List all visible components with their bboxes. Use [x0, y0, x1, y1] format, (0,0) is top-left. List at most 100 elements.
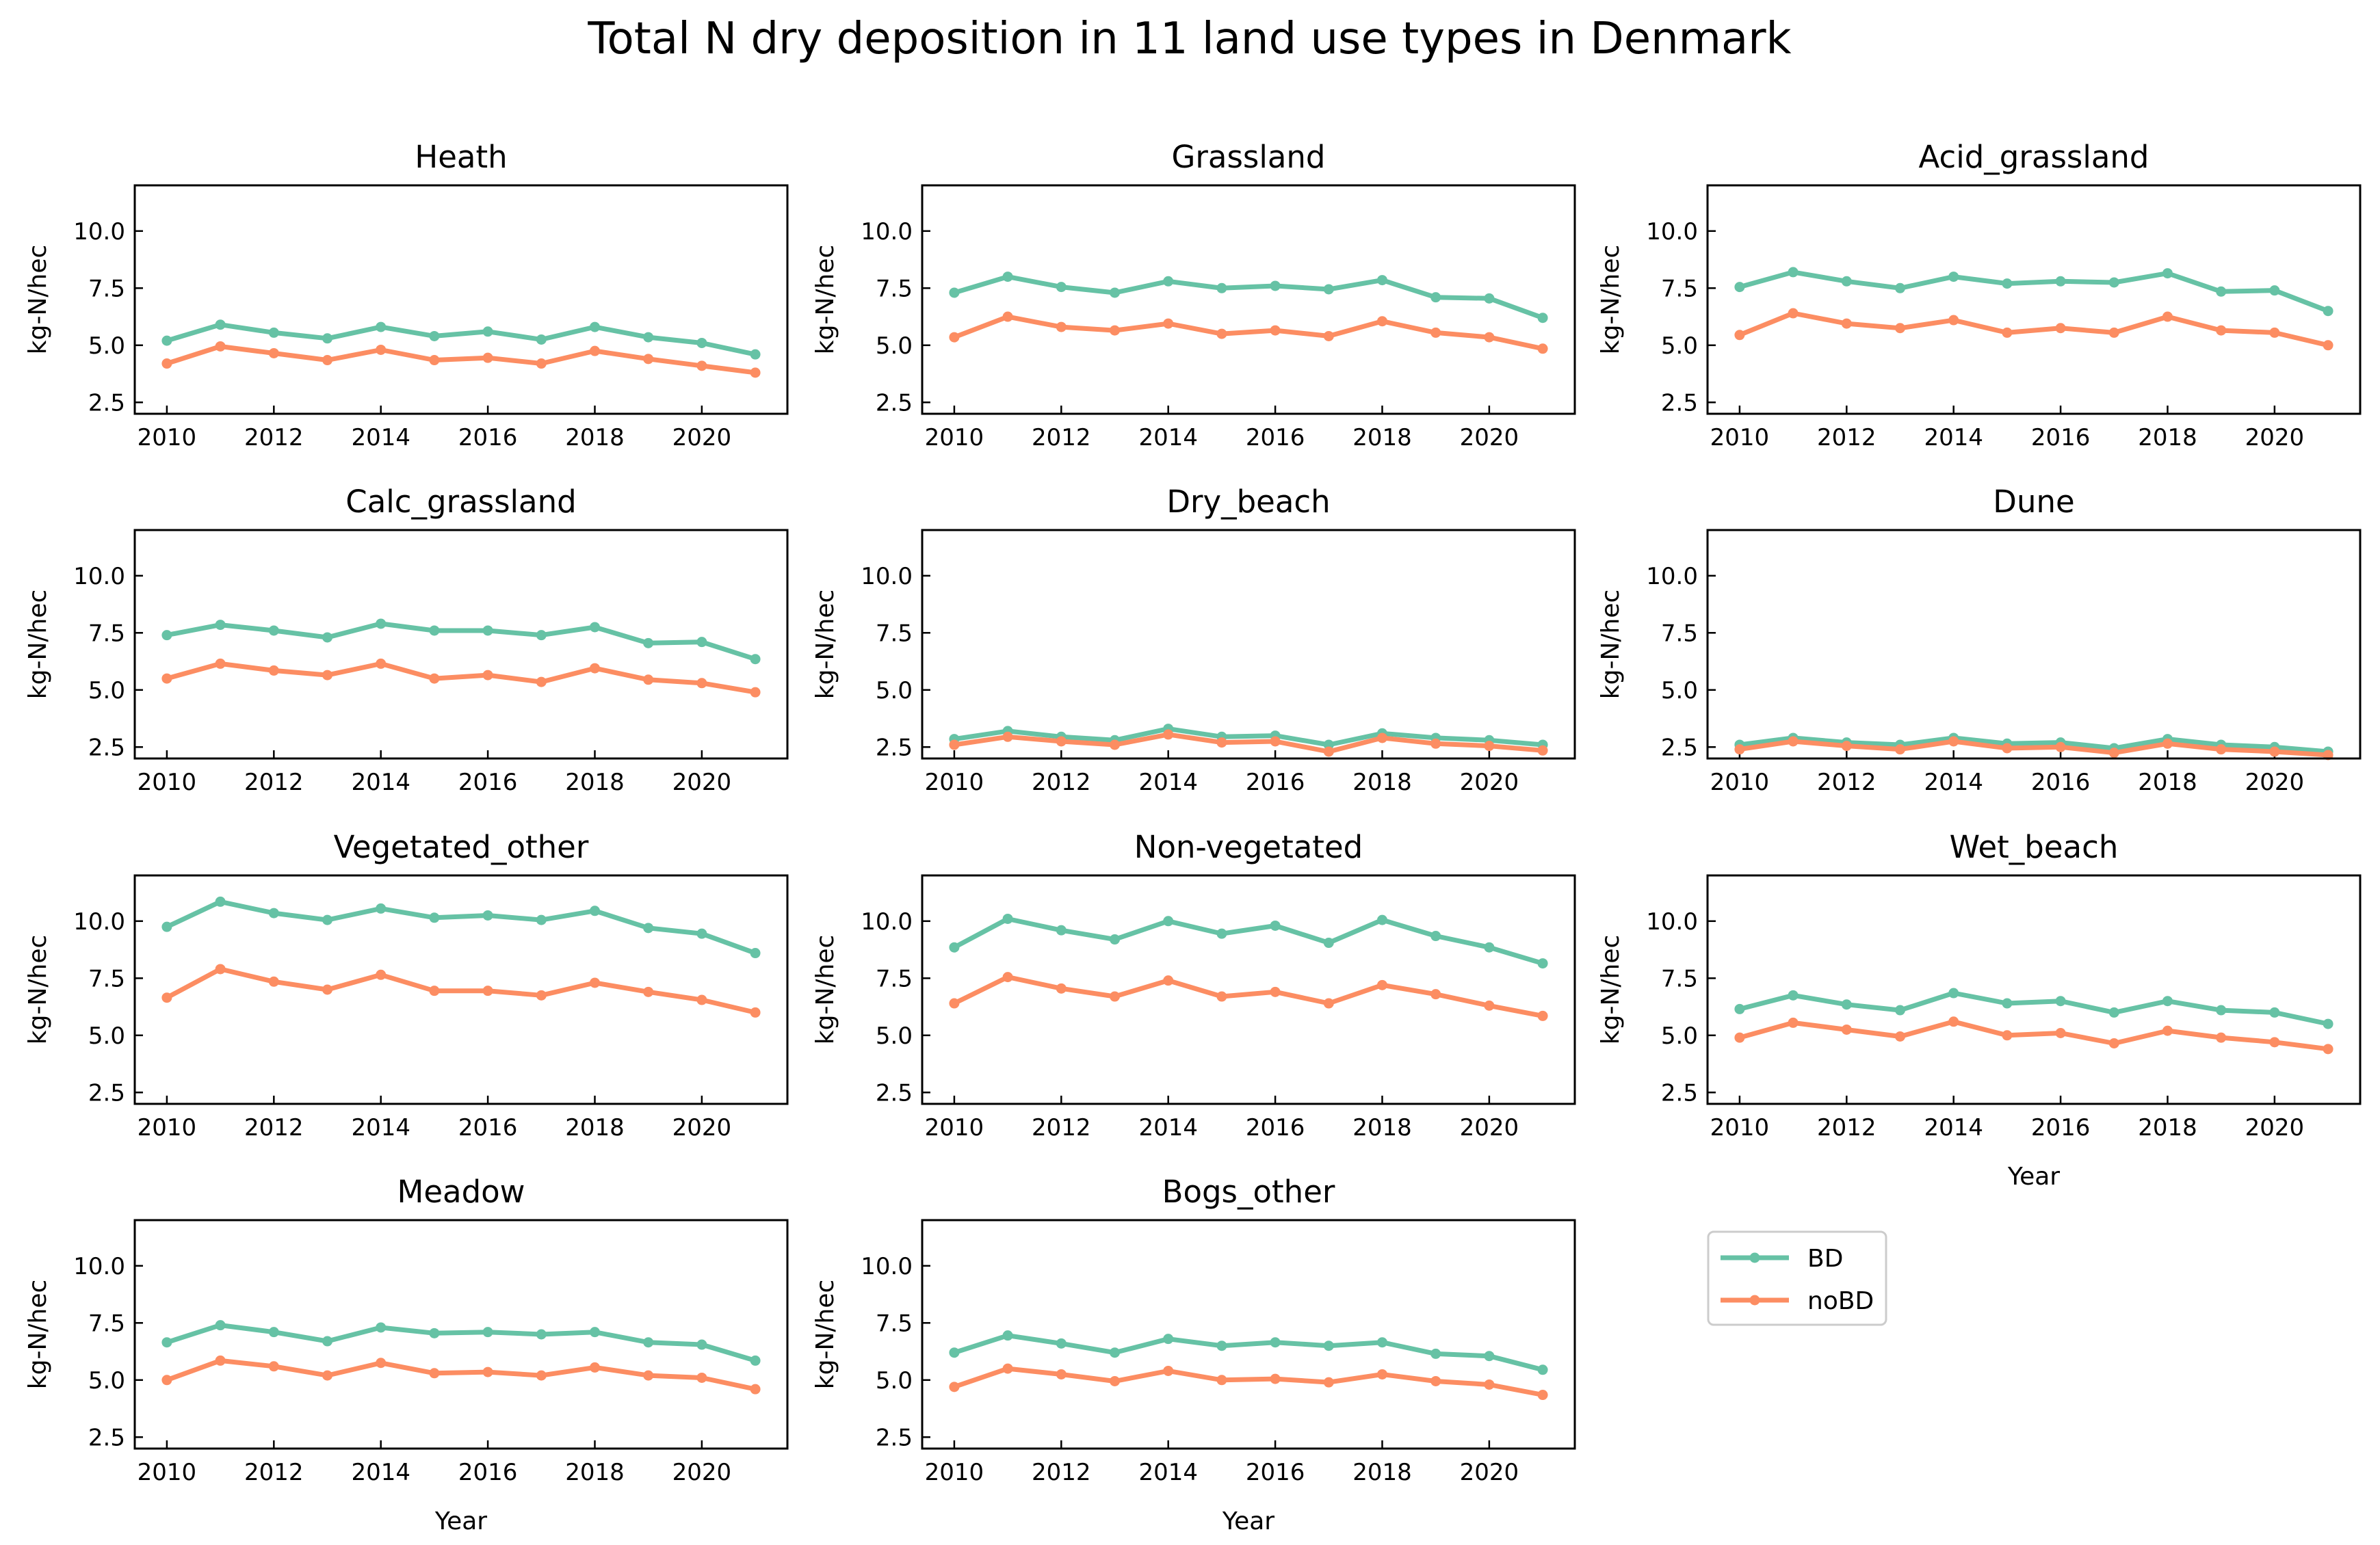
axes-frame — [1706, 874, 2362, 1105]
data-point-bd — [268, 908, 279, 919]
data-point-bd — [268, 625, 279, 636]
x-tick-label: 2018 — [2138, 424, 2197, 451]
data-point-nobd — [949, 332, 960, 343]
data-point-nobd — [268, 976, 279, 987]
data-point-nobd — [949, 1382, 960, 1392]
data-point-nobd — [1841, 1024, 1852, 1035]
x-tick-label: 2020 — [672, 424, 732, 451]
data-point-nobd — [482, 670, 493, 681]
x-tick-label: 2014 — [1138, 424, 1198, 451]
x-tick-label: 2010 — [925, 1459, 984, 1486]
data-point-bd — [1430, 292, 1441, 303]
data-point-nobd — [1270, 736, 1281, 747]
data-point-bd — [536, 334, 547, 345]
data-point-bd — [1056, 1338, 1067, 1349]
x-tick-label: 2016 — [1246, 1114, 1305, 1141]
data-point-bd — [1376, 1337, 1387, 1348]
x-tick-label: 2018 — [565, 1114, 625, 1141]
data-point-nobd — [322, 984, 333, 995]
data-point-nobd — [429, 355, 440, 366]
data-point-bd — [322, 914, 333, 925]
x-tick-label: 2016 — [1246, 1459, 1305, 1486]
y-tick-label: 10.0 — [861, 218, 913, 246]
y-tick-label: 7.5 — [88, 620, 125, 647]
y-tick-label: 2.5 — [88, 734, 125, 761]
data-point-bd — [696, 1339, 707, 1350]
series-line-nobd — [952, 975, 1545, 1018]
data-point-bd — [1484, 942, 1495, 953]
series-line-bd — [164, 621, 758, 662]
data-point-nobd — [1216, 737, 1227, 748]
data-point-nobd — [2269, 1037, 2280, 1048]
data-point-nobd — [215, 1355, 226, 1366]
data-point-nobd — [161, 358, 172, 369]
data-point-nobd — [2108, 748, 2119, 758]
data-point-nobd — [322, 1370, 333, 1381]
data-point-bd — [215, 896, 226, 907]
panel-title: Dune — [1993, 484, 2074, 520]
data-point-nobd — [1216, 991, 1227, 1002]
data-point-nobd — [1430, 738, 1441, 749]
data-point-nobd — [1430, 327, 1441, 338]
data-point-nobd — [322, 670, 333, 681]
y-tick-label: 5.0 — [88, 677, 125, 704]
data-point-nobd — [1537, 745, 1548, 756]
data-point-bd — [1734, 1003, 1745, 1014]
y-tick-label: 7.5 — [88, 1310, 125, 1337]
data-point-nobd — [161, 992, 172, 1003]
data-point-bd — [268, 327, 279, 338]
data-point-nobd — [1270, 325, 1281, 336]
panel-title: Grassland — [1172, 139, 1326, 175]
data-point-nobd — [1376, 732, 1387, 743]
data-point-nobd — [376, 969, 387, 980]
data-point-bd — [1895, 282, 1906, 293]
data-point-nobd — [429, 986, 440, 996]
data-point-nobd — [376, 658, 387, 669]
data-point-bd — [1216, 1341, 1227, 1351]
axes-frame — [133, 184, 789, 415]
x-tick-label: 2010 — [1710, 424, 1770, 451]
y-tick-label: 5.0 — [88, 1367, 125, 1395]
y-tick-label: 10.0 — [73, 218, 125, 246]
data-point-nobd — [949, 739, 960, 750]
x-tick-label: 2014 — [351, 1114, 410, 1141]
data-point-nobd — [1376, 979, 1387, 990]
data-point-bd — [2162, 268, 2173, 279]
data-point-nobd — [376, 344, 387, 355]
y-tick-label: 2.5 — [88, 1079, 125, 1107]
data-point-bd — [2269, 285, 2280, 296]
y-tick-label: 5.0 — [88, 332, 125, 360]
data-point-nobd — [696, 994, 707, 1005]
series-line-bd — [952, 274, 1545, 321]
data-point-nobd — [643, 354, 654, 365]
series-line-bd — [164, 899, 758, 956]
data-point-nobd — [2269, 746, 2280, 757]
data-point-bd — [429, 1328, 440, 1338]
x-tick-label: 2012 — [244, 769, 304, 796]
data-point-nobd — [1110, 1375, 1121, 1386]
data-point-nobd — [2269, 327, 2280, 338]
data-point-bd — [2162, 996, 2173, 1007]
data-point-bd — [750, 948, 761, 959]
data-point-nobd — [2055, 741, 2066, 752]
x-tick-label: 2016 — [458, 769, 518, 796]
data-point-bd — [949, 287, 960, 298]
data-point-bd — [696, 928, 707, 939]
data-point-nobd — [1376, 316, 1387, 327]
x-tick-label: 2018 — [565, 1459, 625, 1486]
data-point-nobd — [1056, 983, 1067, 994]
data-point-nobd — [696, 360, 707, 371]
y-tick-label: 7.5 — [876, 620, 913, 647]
x-tick-label: 2020 — [1460, 769, 1519, 796]
panel-title: Vegetated_other — [334, 829, 589, 865]
y-tick-label: 5.0 — [88, 1022, 125, 1050]
data-point-bd — [215, 1320, 226, 1331]
data-point-bd — [268, 1327, 279, 1338]
y-tick-label: 10.0 — [73, 908, 125, 936]
y-tick-label: 7.5 — [876, 1310, 913, 1337]
data-point-nobd — [161, 673, 172, 684]
data-point-bd — [1841, 999, 1852, 1010]
data-point-nobd — [482, 1366, 493, 1377]
series-line-nobd — [1737, 1019, 2331, 1052]
